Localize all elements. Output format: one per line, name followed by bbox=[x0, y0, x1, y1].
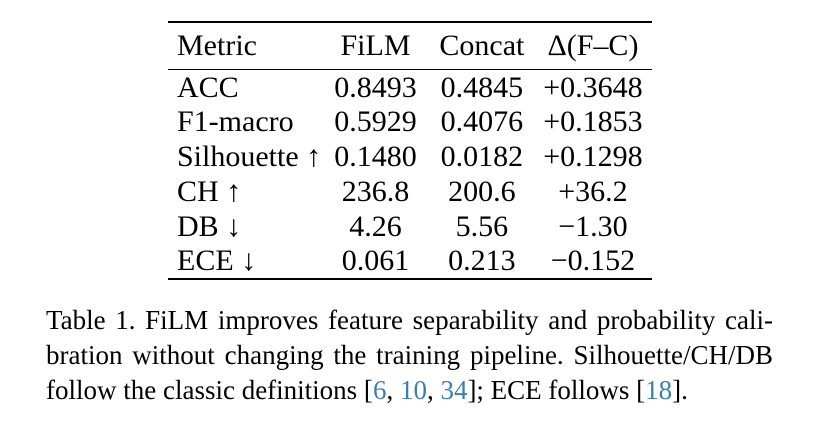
delta-value: +36.2 bbox=[558, 174, 628, 208]
table-row: ECE ↓ 0.061 0.213 −0.152 bbox=[168, 244, 652, 279]
caption-text: , bbox=[426, 375, 441, 405]
results-table: Metric FiLM Concat Δ(F–C) ACC 0.8493 0.4… bbox=[168, 21, 652, 280]
caption-text: Table 1. FiLM improves feature separabil… bbox=[46, 305, 773, 335]
concat-value: 200.6 bbox=[448, 174, 516, 208]
metric-cell: Silhouette ↑ bbox=[177, 139, 322, 173]
caption-line-2: bration without changing the training pi… bbox=[46, 338, 773, 373]
table-row: Silhouette ↑ 0.1480 0.0182 +0.1298 bbox=[168, 139, 652, 174]
delta-value: +0.1853 bbox=[543, 104, 643, 138]
citation-link-6[interactable]: 6 bbox=[372, 375, 387, 405]
header-delta: Δ(F–C) bbox=[533, 22, 652, 70]
table-row: CH ↑ 236.8 200.6 +36.2 bbox=[168, 174, 652, 209]
table-caption: Table 1. FiLM improves feature separabil… bbox=[46, 303, 773, 408]
header-metric: Metric bbox=[168, 22, 322, 70]
caption-text: follow the classic definitions [ bbox=[46, 375, 373, 405]
metric-cell: DB ↓ bbox=[177, 209, 242, 243]
table-header-row: Metric FiLM Concat Δ(F–C) bbox=[168, 22, 652, 70]
delta-value: −0.152 bbox=[550, 244, 636, 277]
metric-cell: ECE ↓ bbox=[177, 244, 257, 277]
metric-cell: ACC bbox=[177, 71, 239, 105]
film-value: 0.1480 bbox=[334, 139, 417, 173]
film-value: 0.5929 bbox=[334, 104, 417, 138]
caption-text: , bbox=[386, 375, 400, 405]
delta-value: +0.3648 bbox=[543, 71, 643, 105]
film-value: 236.8 bbox=[341, 174, 410, 208]
film-value: 0.061 bbox=[341, 244, 410, 277]
film-value: 4.26 bbox=[349, 209, 402, 243]
metric-cell: F1-macro bbox=[177, 104, 294, 138]
citation-link-34[interactable]: 34 bbox=[440, 375, 468, 405]
delta-value: −1.30 bbox=[558, 209, 628, 243]
delta-value: +0.1298 bbox=[543, 139, 643, 173]
table-row: F1-macro 0.5929 0.4076 +0.1853 bbox=[168, 104, 652, 139]
concat-value: 0.4845 bbox=[440, 71, 524, 105]
table-row: DB ↓ 4.26 5.56 −1.30 bbox=[168, 209, 652, 244]
concat-value: 0.0182 bbox=[440, 139, 524, 173]
citation-link-10[interactable]: 10 bbox=[399, 375, 427, 405]
concat-value: 0.4076 bbox=[440, 104, 524, 138]
header-film: FiLM bbox=[321, 22, 430, 70]
film-value: 0.8493 bbox=[334, 71, 417, 105]
header-concat: Concat bbox=[429, 22, 534, 70]
table-row: ACC 0.8493 0.4845 +0.3648 bbox=[168, 69, 652, 104]
concat-value: 0.213 bbox=[448, 244, 516, 277]
concat-value: 5.56 bbox=[455, 209, 509, 243]
metric-cell: CH ↑ bbox=[177, 174, 242, 208]
caption-line-1: Table 1. FiLM improves feature separabil… bbox=[46, 303, 773, 338]
citation-link-18[interactable]: 18 bbox=[645, 375, 673, 405]
caption-line-3: follow the classic definitions [6, 10, 3… bbox=[46, 373, 773, 408]
caption-text: ]; ECE follows [ bbox=[467, 375, 646, 405]
caption-text: bration without changing the training pi… bbox=[46, 340, 773, 370]
caption-text: ]. bbox=[672, 375, 688, 405]
